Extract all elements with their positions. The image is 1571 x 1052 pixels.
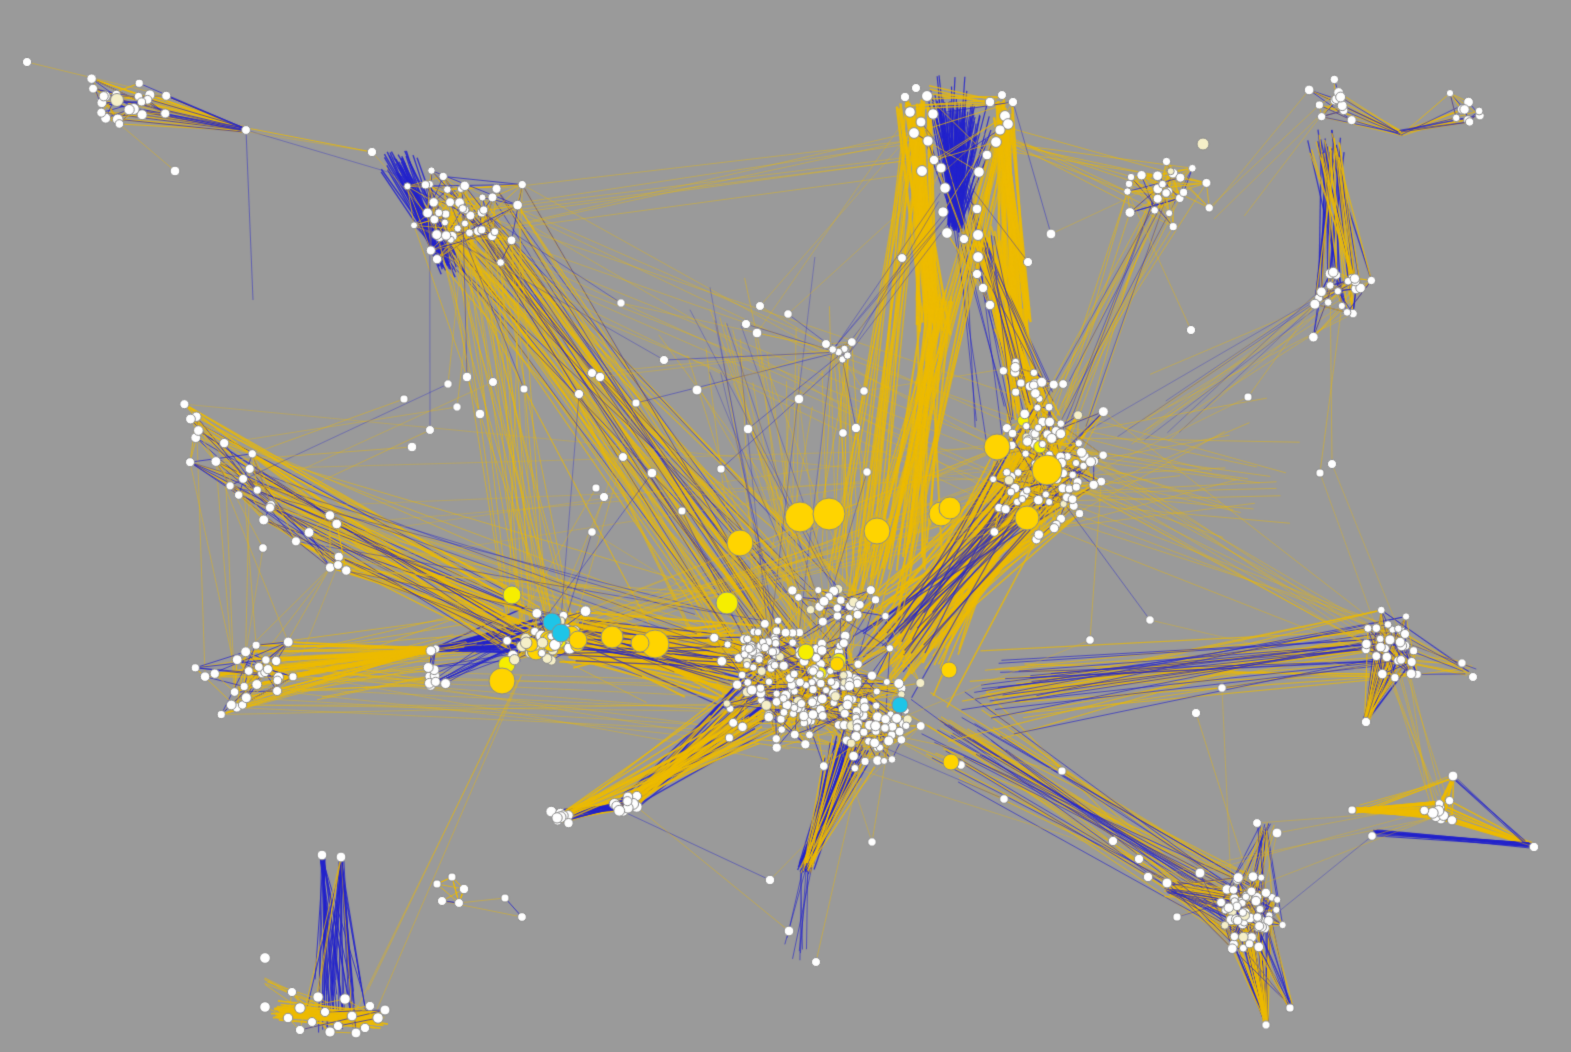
- graph-viewport: [0, 0, 1571, 1052]
- network-graph[interactable]: [0, 0, 1571, 1052]
